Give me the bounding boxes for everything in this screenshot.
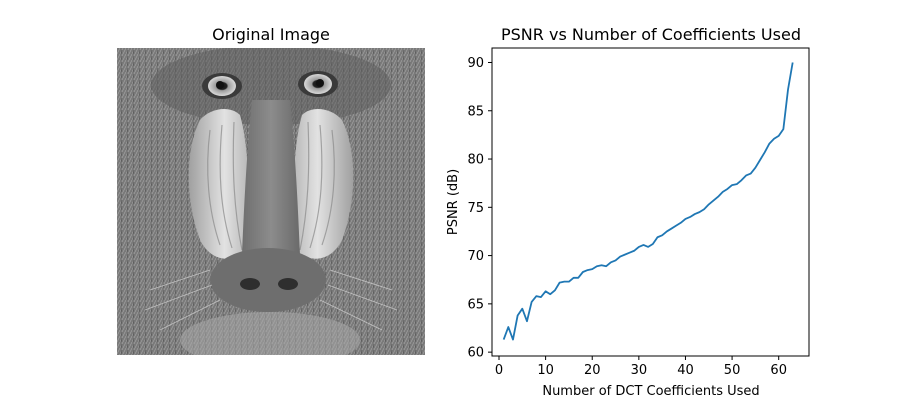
x-axis-label: Number of DCT Coefficients Used (542, 384, 759, 399)
x-tick-label: 50 (724, 363, 741, 378)
y-tick-label: 70 (467, 249, 484, 264)
chart-title: PSNR vs Number of Coefficients Used (501, 25, 801, 44)
y-tick-label: 80 (467, 153, 484, 168)
psnr-series-line (502, 62, 794, 341)
y-axis-ticks: 60 65 70 75 80 85 90 (467, 56, 492, 361)
y-tick-label: 90 (467, 56, 484, 71)
mandrill-image (117, 48, 425, 355)
x-axis-ticks: 0 10 20 30 40 50 60 (495, 356, 787, 378)
x-tick-label: 10 (537, 363, 554, 378)
y-axis-label: PSNR (dB) (446, 169, 461, 235)
x-tick-label: 20 (584, 363, 601, 378)
x-tick-label: 60 (770, 363, 787, 378)
x-tick-label: 40 (677, 363, 694, 378)
nose-bridge (242, 100, 300, 255)
right-eye (298, 71, 338, 97)
muzzle (210, 248, 326, 312)
y-tick-label: 75 (467, 201, 484, 216)
x-tick-label: 30 (631, 363, 648, 378)
y-tick-label: 60 (467, 346, 484, 361)
image-panel-title: Original Image (212, 25, 330, 44)
left-eye (202, 73, 242, 99)
y-tick-label: 65 (467, 297, 484, 312)
plot-area (502, 62, 794, 341)
plot-frame (491, 47, 810, 357)
x-tick-label: 0 (495, 363, 503, 378)
y-tick-label: 85 (467, 104, 484, 119)
